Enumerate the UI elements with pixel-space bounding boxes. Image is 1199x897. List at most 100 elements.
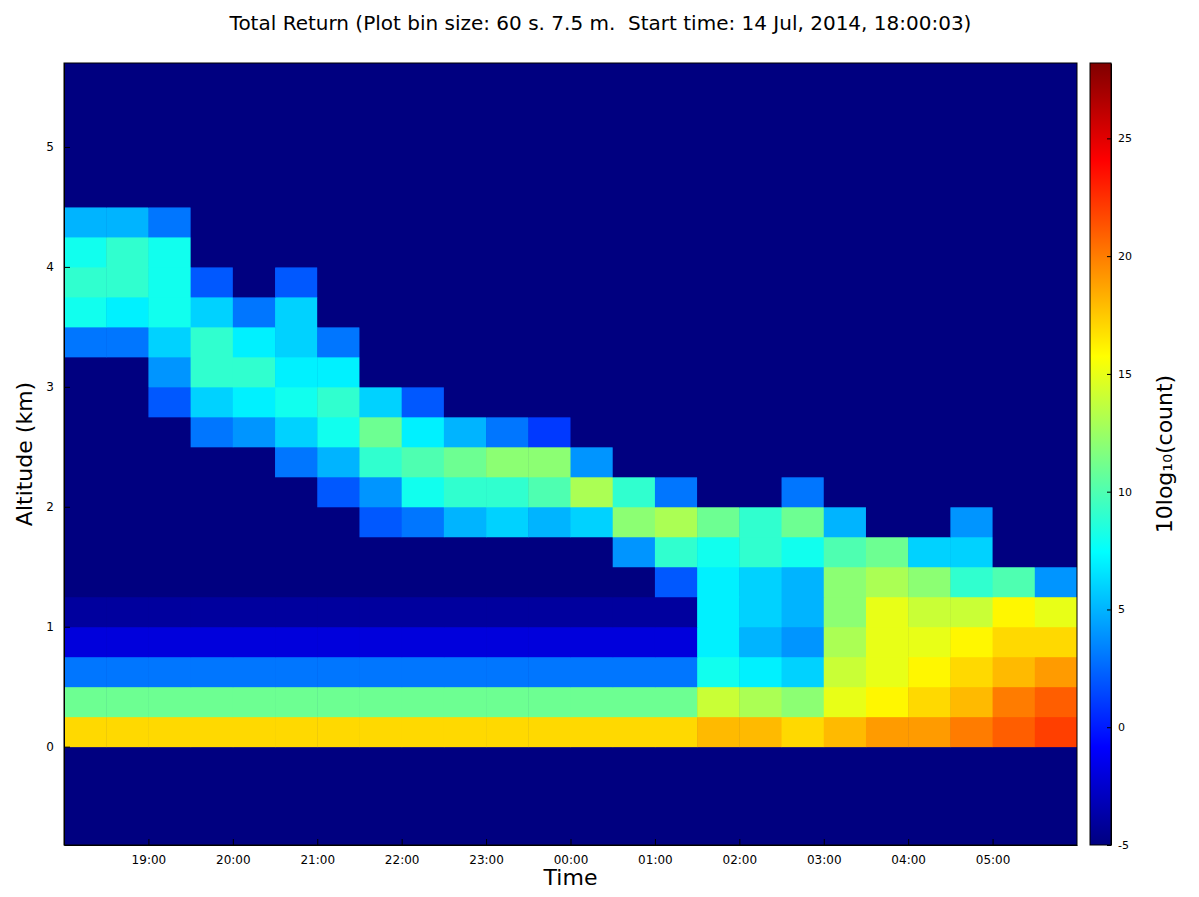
heat-cell xyxy=(275,297,318,327)
heat-cell xyxy=(486,837,529,845)
heat-cell xyxy=(444,417,487,447)
heat-cell xyxy=(444,87,487,117)
heat-cell xyxy=(782,417,825,447)
heat-cell xyxy=(402,747,445,777)
tick-mark xyxy=(148,839,149,845)
heat-cell xyxy=(1035,177,1077,207)
heat-cell xyxy=(359,717,402,747)
heat-cell xyxy=(148,747,191,777)
heat-cell xyxy=(191,837,234,845)
heat-cell xyxy=(191,657,234,687)
heat-cell xyxy=(444,597,487,627)
heat-cell xyxy=(571,297,614,327)
heat-cell xyxy=(528,717,571,747)
heat-cell xyxy=(191,807,234,837)
heat-cell xyxy=(571,177,614,207)
tick-mark xyxy=(1107,609,1111,610)
heat-cell xyxy=(359,687,402,717)
heat-cell xyxy=(148,207,191,237)
heat-cell xyxy=(233,267,276,297)
heat-cell xyxy=(233,627,276,657)
heat-cell xyxy=(486,357,529,387)
heat-cell xyxy=(866,567,909,597)
heat-cell xyxy=(613,687,656,717)
heat-cell xyxy=(317,87,360,117)
heat-cell xyxy=(359,807,402,837)
heat-cell xyxy=(275,177,318,207)
heat-cell xyxy=(908,147,951,177)
heat-cell xyxy=(444,717,487,747)
heat-cell xyxy=(571,837,614,845)
heat-cell xyxy=(64,237,107,267)
heat-cell xyxy=(528,357,571,387)
heat-cell xyxy=(908,387,951,417)
heat-cell xyxy=(1035,567,1077,597)
heat-cell xyxy=(106,147,149,177)
heat-cell xyxy=(824,837,867,845)
heat-cell xyxy=(486,387,529,417)
heat-cell xyxy=(233,447,276,477)
heat-cell xyxy=(275,747,318,777)
heat-cell xyxy=(359,777,402,807)
heat-cell xyxy=(106,327,149,357)
tick: 05:00 xyxy=(976,839,1011,867)
heat-cell xyxy=(106,63,149,87)
heat-cell xyxy=(486,207,529,237)
heat-cell xyxy=(950,477,993,507)
heat-cell xyxy=(233,207,276,237)
heat-cell xyxy=(993,117,1036,147)
heat-cell xyxy=(402,297,445,327)
heat-cell xyxy=(64,537,107,567)
heat-cell xyxy=(64,297,107,327)
heat-cell xyxy=(317,507,360,537)
heat-cell xyxy=(486,507,529,537)
heat-cell xyxy=(655,117,698,147)
tick-label: 5 xyxy=(46,140,54,154)
heat-cell xyxy=(444,297,487,327)
heat-cell xyxy=(444,777,487,807)
heat-cell xyxy=(191,297,234,327)
tick: 20 xyxy=(1107,250,1132,263)
heat-cell xyxy=(697,357,740,387)
heat-cell xyxy=(444,447,487,477)
heat-cell xyxy=(824,237,867,267)
heat-cell xyxy=(613,117,656,147)
heat-cell xyxy=(359,117,402,147)
heat-cell xyxy=(824,477,867,507)
heat-cell xyxy=(317,777,360,807)
heat-cell xyxy=(148,297,191,327)
heat-cell xyxy=(613,147,656,177)
heat-cell xyxy=(613,297,656,327)
heat-cell xyxy=(528,327,571,357)
heat-cell xyxy=(739,747,782,777)
heat-cell xyxy=(64,627,107,657)
heat-cell xyxy=(317,327,360,357)
tick: 04:00 xyxy=(891,839,926,867)
heat-cell xyxy=(993,63,1036,87)
heat-cell xyxy=(1035,447,1077,477)
heat-cell xyxy=(359,417,402,447)
heat-cell xyxy=(528,807,571,837)
heat-cell xyxy=(64,207,107,237)
heat-cell xyxy=(64,507,107,537)
heat-cell xyxy=(402,357,445,387)
heat-cell xyxy=(782,597,825,627)
heat-cell xyxy=(571,657,614,687)
heat-cell xyxy=(148,597,191,627)
heat-cell xyxy=(824,327,867,357)
heat-cell xyxy=(444,267,487,297)
x-axis-title: Time xyxy=(543,865,598,890)
heat-cell xyxy=(64,687,107,717)
heat-cell xyxy=(655,417,698,447)
heat-cell xyxy=(402,567,445,597)
heat-cell xyxy=(486,87,529,117)
heat-cell xyxy=(528,417,571,447)
heat-cell xyxy=(993,147,1036,177)
heat-cell xyxy=(950,147,993,177)
axis-line xyxy=(64,64,65,846)
heat-cell xyxy=(739,327,782,357)
heat-cell xyxy=(782,627,825,657)
heat-cell xyxy=(613,477,656,507)
heat-cell xyxy=(697,747,740,777)
heat-cell xyxy=(148,477,191,507)
